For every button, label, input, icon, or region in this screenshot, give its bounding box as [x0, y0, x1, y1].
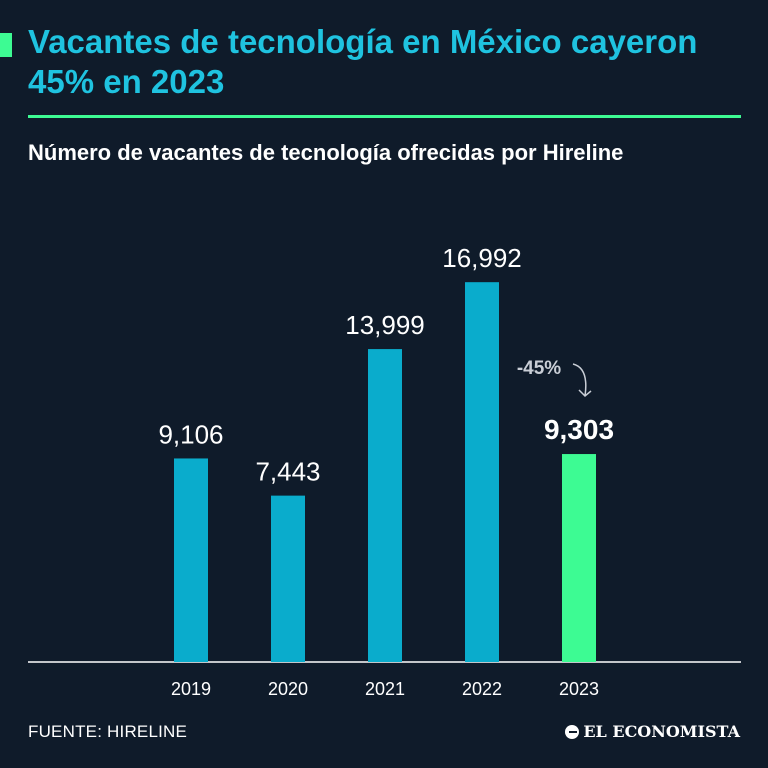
annotation-label: -45% — [517, 358, 561, 379]
bar-2023 — [562, 454, 596, 662]
tick-label-2023: 2023 — [559, 679, 599, 699]
source-label: FUENTE: HIRELINE — [28, 722, 188, 741]
page-title: Vacantes de tecnología en México cayeron… — [28, 23, 698, 100]
bar-2020 — [271, 495, 305, 662]
value-label-2022: 16,992 — [442, 243, 522, 273]
value-label-2019: 9,106 — [158, 419, 223, 449]
annotation-arrow — [572, 363, 587, 397]
tick-label-2019: 2019 — [171, 679, 211, 699]
bar-2022 — [465, 282, 499, 662]
bar-2021 — [368, 349, 402, 662]
bar-2019 — [174, 458, 208, 662]
value-label-2021: 13,999 — [345, 310, 425, 340]
value-label-2023: 9,303 — [544, 414, 614, 445]
tick-label-2021: 2021 — [365, 679, 405, 699]
brand-name: EL ECONOMISTA — [583, 722, 740, 741]
annotation-arrowhead — [578, 389, 592, 398]
brand-icon — [565, 724, 580, 739]
title-divider — [28, 115, 741, 118]
chart-subtitle: Número de vacantes de tecnología ofrecid… — [28, 140, 624, 165]
title-accent-bar — [0, 33, 12, 57]
tick-label-2020: 2020 — [268, 679, 308, 699]
value-label-2020: 7,443 — [255, 457, 320, 487]
tick-label-2022: 2022 — [462, 679, 502, 699]
brand-logo: EL ECONOMISTA — [565, 722, 740, 741]
